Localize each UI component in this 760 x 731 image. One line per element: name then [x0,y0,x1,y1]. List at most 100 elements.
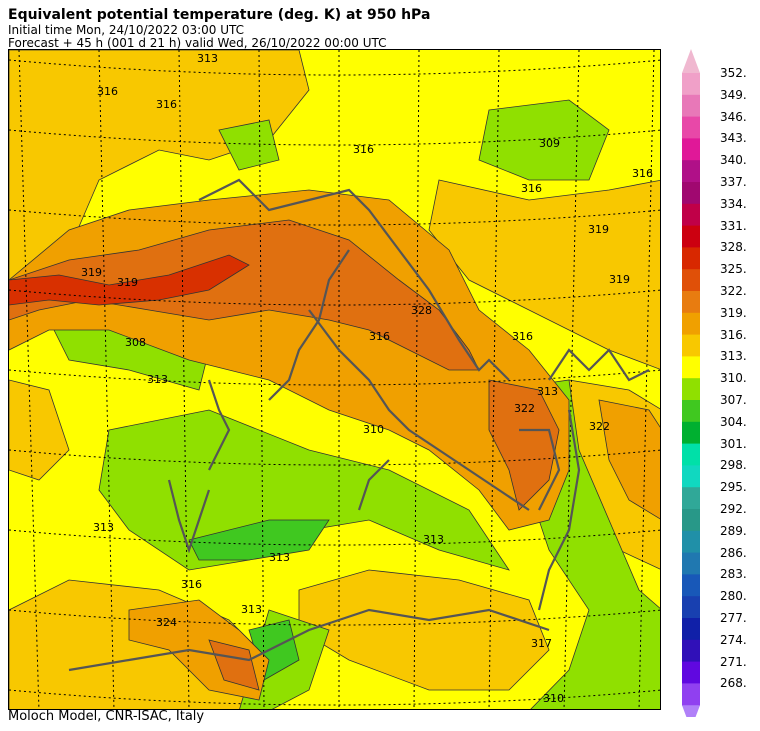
contour-label: 310 [543,692,564,705]
contour-label: 317 [531,637,552,650]
colorbar-labels: 352. 349. 346. 343. 340. 337. 334. 331. 328. 325.… [720,0,760,731]
colorbar-tick-label: 319. [720,305,747,320]
colorbar-swatch [682,138,700,161]
contour-label: 319 [609,273,630,286]
colorbar-tick-label: 325. [720,262,747,277]
colorbar-tick-label: 271. [720,654,747,669]
colorbar-tick-label: 346. [720,109,747,124]
colorbar-swatch [682,400,700,423]
colorbar-swatch [682,574,700,597]
colorbar-swatch [682,116,700,139]
model-credit: Moloch Model, CNR-ISAC, Italy [8,709,205,724]
colorbar-swatch [682,661,700,684]
colorbar-swatch [682,247,700,270]
colorbar-tick-label: 298. [720,458,747,473]
colorbar-tick-label: 289. [720,523,747,538]
graticule [9,50,660,709]
colorbar-tick-label: 292. [720,502,747,516]
colorbar-tick-label: 352. [720,66,747,80]
contour-label: 313 [537,385,558,398]
contour-label: 313 [241,603,262,616]
colorbar [682,49,700,717]
colorbar-swatch [682,356,700,379]
initial-time-text: Initial time Mon, 24/10/2022 03:00 UTC [8,23,245,37]
colorbar-tick-label: 304. [720,414,747,429]
contour-label: 319 [588,223,609,236]
colorbar-tick-label: 313. [720,349,747,364]
colorbar-swatch [682,596,700,619]
colorbar-swatch [682,465,700,488]
colorbar-swatch [682,618,700,641]
colorbar-tick-label: 340. [720,153,747,168]
field-325-east [488,379,560,511]
map-title: Equivalent potential temperature (deg. K… [8,7,431,23]
colorbar-tick-label: 343. [720,131,747,146]
colorbar-tick-label: 283. [720,567,747,582]
contour-label: 316 [512,330,533,343]
colorbar-tick-label: 328. [720,240,747,255]
contour-label: 313 [147,373,168,386]
contour-label: 322 [589,420,610,433]
colorbar-tick-label: 349. [720,87,747,102]
colorbar-swatch [682,225,700,248]
colorbar-swatch [682,312,700,336]
colorbar-tick-label: 337. [720,175,747,189]
contour-label: 316 [181,578,202,591]
contour-label: 316 [521,182,542,195]
contour-label: 313 [269,551,290,564]
colorbar-tick-label: 301. [720,436,747,451]
colorbar-tick-label: 274. [720,632,747,647]
colorbar-tick-label: 331. [720,218,747,233]
colorbar-swatch [682,683,700,706]
colorbar-tick-label: 316. [720,327,747,342]
colorbar-swatch [682,94,700,118]
colorbar-tick-label: 277. [720,611,747,625]
contour-label: 310 [363,423,384,436]
contour-label: 309 [539,137,560,150]
contour-labels: 316 313 316 319 316 316 316 319 319 328 … [81,52,653,705]
field-328-streak [9,254,250,306]
colorbar-swatch [682,291,700,314]
field-325-sw [208,639,260,691]
colorbar-swatch [682,73,700,96]
colorbar-tick-label: 307. [720,393,747,407]
contour-label: 316 [353,143,374,156]
colorbar-bottom-arrow [682,705,700,717]
contour-label: 316 [156,98,177,111]
field-319-east [598,399,660,520]
field-310-sea [98,409,510,571]
field-310-nw [218,119,280,171]
colorbar-swatch [682,552,700,575]
contour-label: 316 [632,167,653,180]
contour-label: 319 [81,266,102,279]
colorbar-swatch [682,421,700,445]
colorbar-tick-label: 268. [720,676,747,691]
colorbar-tick-label: 280. [720,589,747,604]
colorbar-swatch [682,269,700,292]
colorbar-tick-label: 310. [720,371,747,386]
contour-label: 316 [97,85,118,98]
colorbar-tick-label: 322. [720,284,747,298]
colorbar-swatch [682,378,700,401]
contour-label: 316 [369,330,390,343]
colorbar-tick-label: 295. [720,480,747,495]
contour-label: 313 [197,52,218,65]
contour-label: 308 [125,336,146,349]
contour-label: 319 [117,276,138,289]
colorbar-tick-label: 334. [720,196,747,211]
contour-label: 313 [93,521,114,534]
contour-label: 313 [423,533,444,546]
map-canvas: 316 313 316 319 316 316 316 319 319 328 … [9,50,660,709]
forecast-validity-text: Forecast + 45 h (001 d 21 h) valid Wed, … [8,36,387,50]
contour-label: 328 [411,304,432,317]
colorbar-swatch [682,530,700,554]
colorbar-swatch [682,160,700,183]
colorbar-tick-label: 286. [720,545,747,560]
colorbar-swatch [682,203,700,227]
equivalent-potential-temperature-map: 316 313 316 319 316 316 316 319 319 328 … [8,49,661,710]
colorbar-swatch [682,443,700,466]
colorbar-swatch [682,509,700,532]
colorbar-top-arrow [682,49,700,73]
coastlines [68,178,650,672]
field-316-west [9,379,70,481]
